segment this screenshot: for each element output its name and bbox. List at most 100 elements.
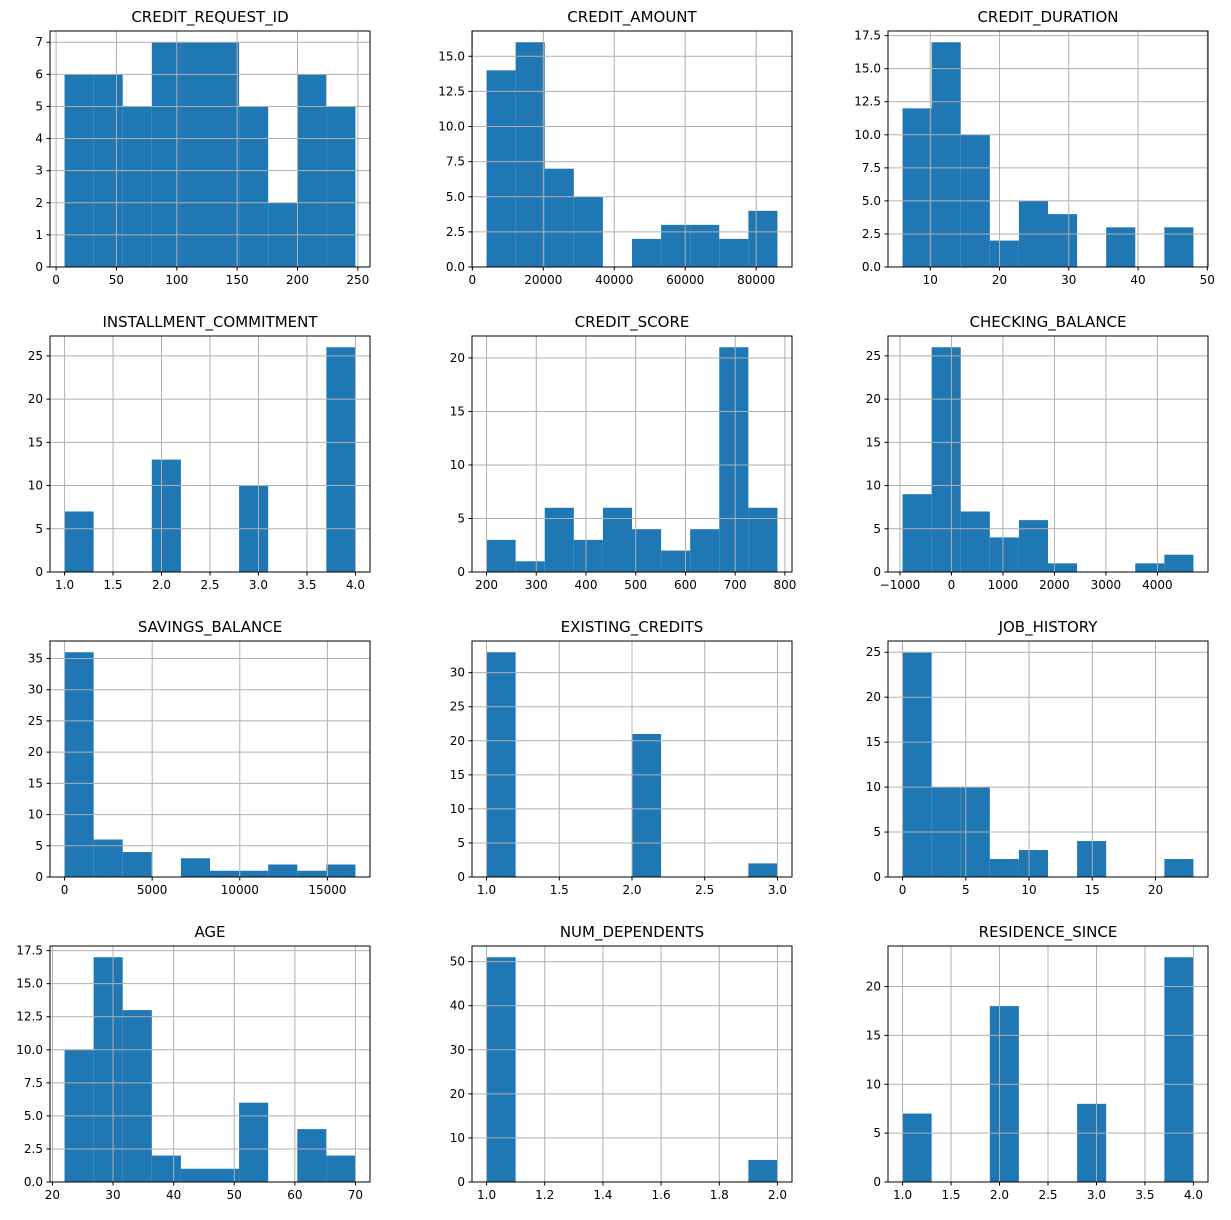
y-axis-ticks: 0.0 2.5 5.0 7.5 10.0 12.5 15.0 <box>438 49 472 274</box>
x-tick-label: 10000 <box>221 883 259 897</box>
x-tick-label: 20 <box>992 273 1007 287</box>
y-tick-label: 3 <box>35 164 43 178</box>
x-tick-label: 2.5 <box>695 883 714 897</box>
x-tick-label: 1.5 <box>550 883 569 897</box>
x-tick-label: 300 <box>525 578 548 592</box>
plot-residence-since: 1.0 1.5 2.0 2.5 3.0 3.5 4.0 0 5 10 15 20 RESIDENCE_S… <box>866 923 1209 1202</box>
x-tick-label: 80000 <box>737 273 775 287</box>
x-tick-label: 1.0 <box>55 578 74 592</box>
y-tick-label: 7.5 <box>862 161 881 175</box>
bars <box>64 652 356 877</box>
y-tick-label: 15.0 <box>16 977 43 991</box>
histogram-bar <box>902 494 932 572</box>
x-tick-label: 60000 <box>666 273 704 287</box>
bars <box>486 957 778 1182</box>
y-tick-label: 17.5 <box>854 29 881 43</box>
histogram-bar <box>486 70 516 267</box>
histogram-bar <box>297 1129 327 1182</box>
subplot-title-credit-duration: CREDIT_DURATION <box>977 8 1118 27</box>
y-tick-label: 30 <box>28 683 43 697</box>
x-tick-label: 5000 <box>137 883 168 897</box>
bars <box>486 652 778 877</box>
histogram-bar <box>573 539 603 572</box>
histogram-bar <box>632 238 662 267</box>
y-tick-label: 0.0 <box>446 260 465 274</box>
x-tick-label: 3000 <box>1091 578 1122 592</box>
plot-credit-duration: 10 20 30 40 50 0.0 2.5 5.0 7.5 10.0 12.5 15.0 17.5 CR… <box>854 8 1215 287</box>
histogram-bar <box>1077 841 1107 877</box>
x-tick-label: 40 <box>1130 273 1145 287</box>
histogram-bar <box>239 870 269 877</box>
y-tick-label: 15 <box>866 735 881 749</box>
histogram-bar <box>544 168 574 267</box>
y-axis-ticks: 0 5 10 15 20 25 <box>28 349 50 579</box>
histogram-bar <box>93 957 123 1182</box>
axes-frame <box>49 30 371 268</box>
x-tick-label: 0 <box>61 883 69 897</box>
histogram-bar <box>989 240 1019 267</box>
subplot-title-credit-request-id: CREDIT_REQUEST_ID <box>131 8 288 27</box>
x-tick-label: 400 <box>575 578 598 592</box>
x-tick-label: 0 <box>899 883 907 897</box>
axes-frame <box>887 30 1209 268</box>
x-tick-label: 1.4 <box>593 1188 612 1202</box>
y-tick-label: 0 <box>457 1175 465 1189</box>
y-tick-label: 10 <box>28 808 43 822</box>
x-tick-label: 15 <box>1085 883 1100 897</box>
y-tick-label: 20 <box>450 351 465 365</box>
histogram-bar <box>661 550 691 572</box>
y-tick-label: 10.0 <box>16 1043 43 1057</box>
histogram-bar <box>93 839 123 877</box>
y-tick-label: 15 <box>450 404 465 418</box>
subplot-installment-commitment: 1.0 1.5 2.0 2.5 3.0 3.5 4.0 0 5 10 15 20 25 INSTALLME… <box>0 305 410 610</box>
axes-frame <box>471 335 793 573</box>
bars <box>64 957 356 1182</box>
y-tick-label: 15 <box>28 776 43 790</box>
x-tick-label: 1.8 <box>710 1188 729 1202</box>
histogram-bar <box>902 108 932 267</box>
histogram-bar <box>602 507 632 572</box>
y-tick-label: 5 <box>35 99 43 113</box>
subplot-title-age: AGE <box>194 923 225 941</box>
x-tick-label: 15000 <box>308 883 346 897</box>
axes-frame <box>49 945 371 1183</box>
y-tick-label: 0.0 <box>24 1175 43 1189</box>
histogram-bar <box>1164 957 1194 1182</box>
y-axis-ticks: 0 5 10 15 20 25 30 <box>450 666 472 884</box>
x-tick-label: 30 <box>105 1188 120 1202</box>
histogram-bar <box>1164 554 1194 572</box>
histogram-bar <box>210 1168 240 1182</box>
x-tick-label: 4.0 <box>1184 1188 1203 1202</box>
x-tick-label: 1.0 <box>893 1188 912 1202</box>
histogram-bar <box>632 529 662 572</box>
gridlines <box>888 336 1208 573</box>
bars <box>486 42 778 267</box>
y-tick-label: 0 <box>35 565 43 579</box>
histogram-bar <box>180 42 210 267</box>
x-tick-label: 200 <box>286 273 309 287</box>
histogram-bar <box>989 859 1019 877</box>
subplot-credit-amount: 0 20000 40000 60000 80000 0.0 2.5 5.0 7.5 10.0 12.… <box>410 0 820 305</box>
x-tick-label: 2.0 <box>990 1188 1009 1202</box>
x-tick-label: 700 <box>724 578 747 592</box>
y-tick-label: 15 <box>866 435 881 449</box>
histogram-bar <box>180 1168 210 1182</box>
x-tick-label: 60 <box>287 1188 302 1202</box>
histogram-bar <box>122 1010 152 1182</box>
histogram-bar <box>989 1006 1019 1182</box>
y-axis-ticks: 0 5 10 15 20 <box>450 351 472 579</box>
y-tick-label: 15.0 <box>438 49 465 63</box>
y-tick-label: 30 <box>450 666 465 680</box>
y-axis-ticks: 0 5 10 15 20 25 <box>866 349 888 579</box>
x-tick-label: 10 <box>923 273 938 287</box>
axes-frame <box>49 640 371 878</box>
y-tick-label: 10 <box>866 1077 881 1091</box>
x-axis-ticks: 200 300 400 500 600 700 800 <box>475 572 796 592</box>
x-axis-ticks: 0 50 100 150 200 250 <box>52 267 369 287</box>
x-tick-label: 0 <box>469 273 477 287</box>
x-tick-label: 1.6 <box>652 1188 671 1202</box>
histogram-bar <box>544 507 574 572</box>
plot-num-dependents: 1.0 1.2 1.4 1.6 1.8 2.0 0 10 20 30 40 50 NUM_DEPENDE… <box>450 923 793 1202</box>
histogram-bar <box>486 652 516 877</box>
x-tick-label: 600 <box>674 578 697 592</box>
